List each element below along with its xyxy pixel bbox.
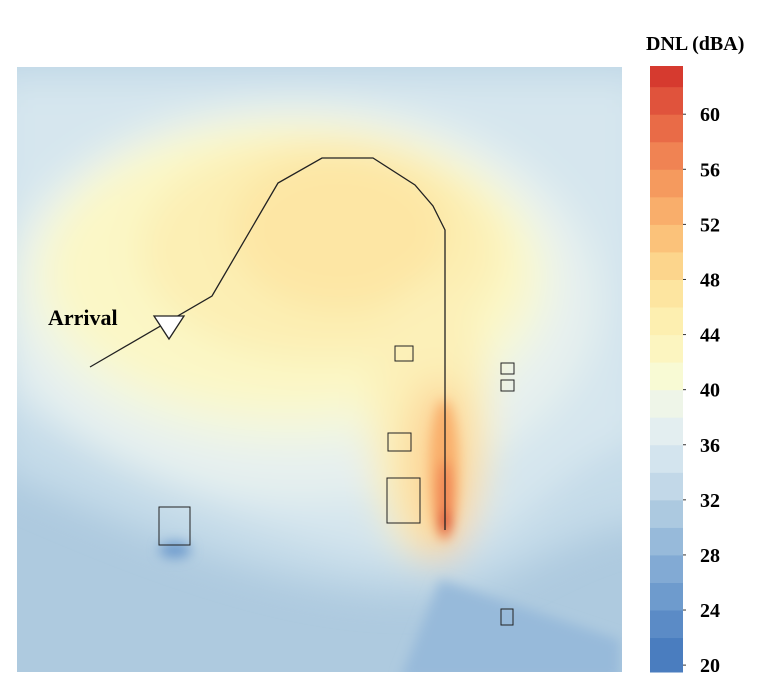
colorbar-tick-label: 20 [700, 655, 720, 677]
arrival-marker [152, 315, 186, 341]
colorbar-tick-label: 40 [700, 380, 720, 402]
colorbar-band [650, 417, 683, 446]
map-field [17, 67, 622, 672]
annotation: Arrival [48, 305, 118, 330]
colorbar-band [650, 114, 683, 143]
colorbar-band [650, 307, 683, 336]
colorbar-band [650, 196, 683, 225]
colorbar-band [650, 610, 683, 639]
colorbar-band [650, 224, 683, 253]
colorbar-tick-label: 48 [700, 269, 720, 291]
colorbar-band [650, 499, 683, 528]
colorbar-band [650, 169, 683, 198]
colorbar: 20 24 28 32 36 40 44 48 52 56 60 [650, 66, 720, 677]
colorbar-tick-label: 28 [700, 545, 720, 567]
colorbar-band [650, 582, 683, 611]
colorbar-label: DNL (dBA) [646, 33, 744, 55]
colorbar-tick-label: 32 [700, 490, 720, 512]
colorbar-band [650, 334, 683, 363]
colorbar-band [650, 86, 683, 115]
colorbar-tick-label: 56 [700, 159, 720, 181]
colorbar-band [650, 141, 683, 170]
colorbar-tick-label: 36 [700, 435, 720, 457]
colorbar-tick-label: 44 [700, 325, 720, 347]
colorbar-band [650, 66, 683, 88]
colorbar-band [650, 279, 683, 308]
colorbar-band [650, 527, 683, 556]
colorbar-band [650, 472, 683, 501]
colorbar-band [650, 554, 683, 583]
colorbar-tick-label: 60 [700, 104, 720, 126]
colorbar-band [650, 362, 683, 391]
colorbar-band [650, 637, 683, 673]
colorbar-tick-label: 52 [700, 214, 720, 236]
colorbar-band [650, 444, 683, 473]
colorbar-tick-label: 24 [700, 600, 720, 622]
colorbar-band [650, 389, 683, 418]
colorbar-band [650, 251, 683, 280]
